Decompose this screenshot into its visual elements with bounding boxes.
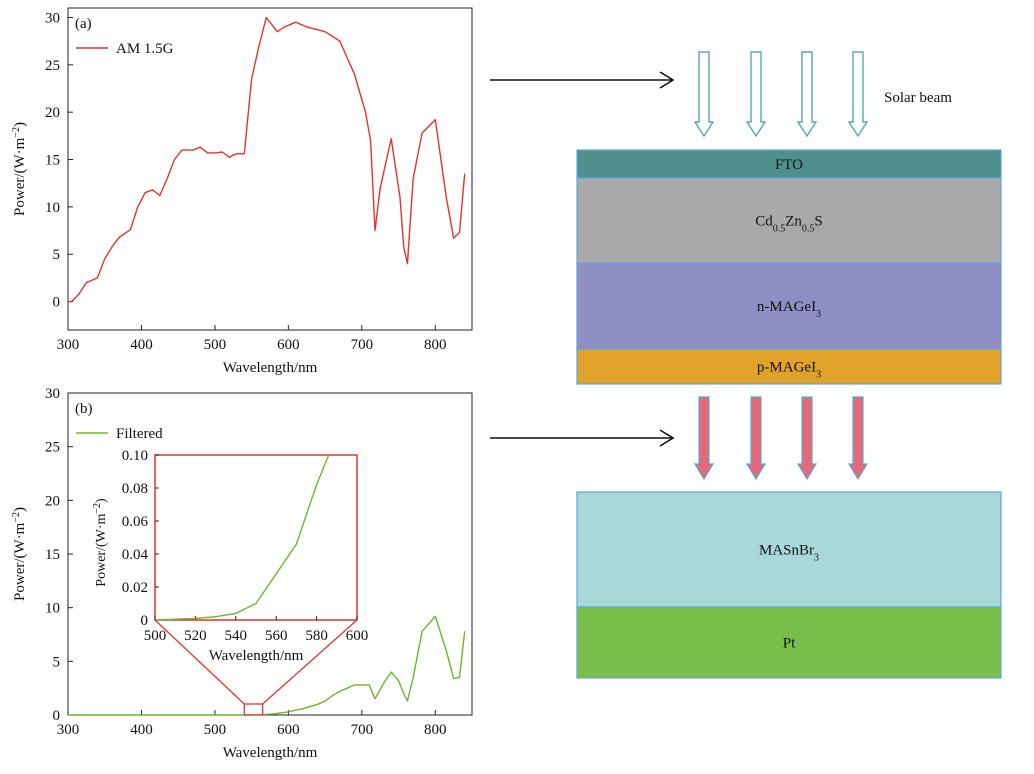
plot-frame <box>67 7 473 331</box>
panel-label: (b) <box>75 401 93 417</box>
legend-label: Filtered <box>116 426 163 442</box>
x-tick-label: 400 <box>130 337 153 353</box>
solar-beam-arrow-1 <box>693 51 715 138</box>
series-line-filtered <box>68 615 466 716</box>
filtered-beam-arrow-3 <box>796 396 818 481</box>
y-axis-label: Power/(W·m−2) <box>11 122 29 216</box>
y-tick-label: 0 <box>53 708 61 724</box>
device-diagram: Solar beam FTO Cd0.5Zn0.5S n-MAGeI3 p-MAGeI3… <box>490 51 1002 679</box>
y-tick-label: 5 <box>53 654 61 670</box>
pointer-arrow-bottom-head <box>659 429 675 447</box>
y-tick-label: 25 <box>45 58 60 74</box>
solar-beam-arrow-4 <box>847 51 869 138</box>
inset-x-tick-label: 580 <box>305 628 328 644</box>
x-tick-label: 600 <box>277 337 300 353</box>
bottom-layer-1 <box>576 606 1002 679</box>
inset-y-tick-label: 0.04 <box>122 547 149 563</box>
x-tick-label: 500 <box>204 337 227 353</box>
inset-y-tick-label: 0.10 <box>122 448 148 464</box>
layer-3 <box>576 348 1002 385</box>
filtered-beam-arrow-4 <box>847 396 869 481</box>
filtered-beam-arrow-2 <box>745 396 767 481</box>
y-tick-label: 0 <box>53 295 61 311</box>
inset-chart: 500 520 540 560 580 600 0 0.02 0.04 0.06 0.08 0.10 W… <box>92 448 369 664</box>
inset-y-axis-label: Power/(W·m−2) <box>92 498 110 587</box>
filtered-beam-arrow-1 <box>693 396 715 481</box>
layer-label-2: n-MAGeI3 <box>757 299 821 320</box>
x-axis-label: Wavelength/nm <box>223 360 318 376</box>
bottom-layer-label-1: Pt <box>783 636 796 652</box>
y-tick-label: 30 <box>45 10 60 26</box>
y-tick-label: 10 <box>45 601 60 617</box>
x-tick-label: 600 <box>277 722 300 738</box>
solar-beam-arrow-3 <box>796 51 818 138</box>
inset-y-tick-label: 0.08 <box>122 481 148 497</box>
zoom-region-box <box>243 703 264 716</box>
inset-y-tick-label: 0.06 <box>122 514 149 530</box>
layer-2 <box>576 262 1002 350</box>
inset-frame <box>154 454 358 621</box>
y-axis-label: Power/(W·m−2) <box>11 507 29 601</box>
x-tick-label: 800 <box>424 337 447 353</box>
layer-0 <box>576 149 1002 179</box>
panel-label: (a) <box>75 16 92 32</box>
x-tick-label: 300 <box>57 722 80 738</box>
bottom-layer-label-0: MASnBr3 <box>759 543 819 564</box>
legend-label: AM 1.5G <box>116 41 174 57</box>
y-tick-label: 15 <box>45 153 60 169</box>
inset-x-tick-label: 560 <box>265 628 288 644</box>
chart-panel-1: 300 400 500 600 700 800 0 5 10 15 20 25 30 Wavelength… <box>11 7 473 376</box>
series-line-am-1-5g <box>68 16 466 303</box>
x-tick-label: 700 <box>351 722 374 738</box>
x-tick-label: 700 <box>351 337 374 353</box>
y-tick-label: 10 <box>45 200 60 216</box>
zoom-connector-left <box>154 619 245 705</box>
x-axis-label: Wavelength/nm <box>223 745 318 761</box>
layer-label-3: p-MAGeI3 <box>757 360 821 381</box>
y-tick-label: 15 <box>45 547 60 563</box>
inset-x-tick-label: 500 <box>144 628 167 644</box>
x-tick-label: 300 <box>57 337 80 353</box>
inset-y-tick-label: 0.02 <box>122 580 148 596</box>
y-tick-label: 25 <box>45 440 60 456</box>
x-tick-label: 500 <box>204 722 227 738</box>
x-tick-label: 800 <box>424 722 447 738</box>
x-tick-label: 400 <box>130 722 153 738</box>
y-tick-label: 20 <box>45 105 60 121</box>
zoom-connector-right <box>262 619 358 705</box>
inset-y-tick-label: 0 <box>141 613 149 629</box>
inset-x-tick-label: 540 <box>225 628 248 644</box>
chart-panel-2: 300 400 500 600 700 800 0 5 10 15 20 25 30 Wavelength… <box>11 386 473 761</box>
layer-1 <box>576 177 1002 264</box>
solar-beam-arrow-2 <box>745 51 767 138</box>
layer-label-1: Cd0.5Zn0.5S <box>755 214 823 235</box>
inset-x-tick-label: 600 <box>346 628 369 644</box>
pointer-arrow-top-head <box>659 71 675 89</box>
y-tick-label: 5 <box>53 247 61 263</box>
y-tick-label: 30 <box>45 386 60 402</box>
inset-x-tick-label: 520 <box>184 628 207 644</box>
bottom-layer-0 <box>576 491 1002 608</box>
layer-label-0: FTO <box>775 157 803 173</box>
inset-series-line <box>154 454 330 621</box>
y-tick-label: 20 <box>45 493 60 509</box>
solar-beam-label: Solar beam <box>884 90 952 106</box>
inset-x-axis-label: Wavelength/nm <box>209 648 304 664</box>
